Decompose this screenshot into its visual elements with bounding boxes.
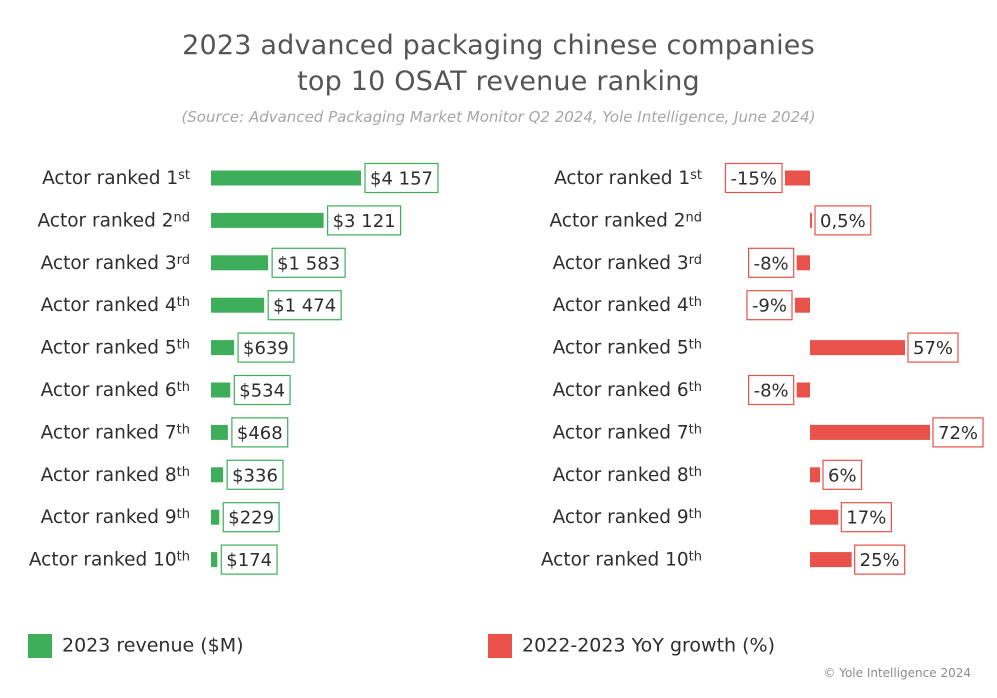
revenue-data-label: $336 (232, 465, 278, 486)
growth-bar (810, 552, 852, 568)
growth-data-label: -15% (730, 169, 777, 190)
revenue-data-label: $534 (239, 381, 285, 402)
growth-category-label: Actor ranked 1st (554, 168, 702, 189)
revenue-category-label: Actor ranked 4th (41, 295, 190, 316)
growth-bar (810, 467, 820, 483)
growth-data-label-box (840, 502, 892, 533)
revenue-data-label: $174 (226, 550, 272, 571)
growth-data-label-box (932, 417, 984, 448)
revenue-category-label: Actor ranked 1st (42, 168, 190, 189)
revenue-data-label: $4 157 (370, 169, 433, 190)
growth-data-label: 6% (828, 465, 857, 486)
growth-data-label: 0,5% (820, 211, 866, 232)
revenue-data-label-box (327, 205, 402, 236)
revenue-category-label: Actor ranked 3rd (41, 253, 190, 274)
legend-revenue-label: 2023 revenue ($M) (62, 634, 244, 657)
revenue-data-label-box (226, 459, 284, 490)
chart-title-line2: top 10 OSAT revenue ranking (297, 66, 700, 97)
growth-data-label-box (724, 162, 783, 194)
revenue-bar (211, 509, 220, 525)
growth-bar (795, 297, 810, 313)
growth-category-label: Actor ranked 10th (541, 549, 702, 570)
revenue-data-label: $468 (237, 423, 283, 444)
revenue-data-label: $639 (243, 338, 289, 359)
growth-data-label: 57% (913, 338, 953, 359)
revenue-bar (211, 424, 228, 440)
revenue-bar (211, 170, 361, 186)
revenue-category-label: Actor ranked 2nd (37, 210, 190, 231)
legend-growth-swatch (488, 634, 512, 658)
revenue-data-label-box (233, 374, 291, 406)
revenue-category-label: Actor ranked 10th (29, 549, 190, 570)
revenue-category-label: Actor ranked 9th (41, 507, 190, 528)
revenue-category-label: Actor ranked 8th (41, 465, 190, 486)
revenue-category-label: Actor ranked 7th (41, 422, 190, 443)
revenue-category-label: Actor ranked 5th (41, 337, 190, 358)
growth-category-label: Actor ranked 9th (553, 507, 702, 528)
legend-revenue: 2023 revenue ($M) (28, 634, 244, 658)
revenue-bar (211, 297, 265, 313)
revenue-data-label: $229 (228, 508, 274, 529)
growth-bar (796, 382, 810, 398)
legend-growth: 2022-2023 YoY growth (%) (488, 634, 775, 658)
revenue-data-label-box (222, 502, 280, 533)
revenue-bar (211, 255, 269, 271)
revenue-data-label: $1 474 (273, 296, 336, 317)
growth-data-label-box (746, 290, 793, 321)
growth-category-label: Actor ranked 4th (553, 295, 702, 316)
revenue-data-label-box (267, 290, 342, 321)
revenue-bar (211, 382, 231, 398)
growth-data-label: 17% (846, 508, 886, 529)
legend-growth-label: 2022-2023 YoY growth (%) (522, 634, 775, 657)
growth-category-label: Actor ranked 5th (553, 337, 702, 358)
growth-bar (785, 170, 810, 186)
legend-revenue-swatch (28, 634, 52, 658)
growth-data-label: 72% (938, 423, 978, 444)
growth-category-label: Actor ranked 7th (553, 422, 702, 443)
growth-data-label-box (822, 459, 863, 490)
growth-data-label-box (748, 374, 795, 406)
chart-subtitle: (Source: Advanced Packaging Market Monit… (181, 108, 816, 126)
growth-data-label: -9% (752, 296, 787, 317)
revenue-data-label: $1 583 (277, 253, 340, 274)
growth-category-label: Actor ranked 2nd (549, 210, 702, 231)
revenue-data-label-box (364, 162, 439, 194)
revenue-bar (211, 212, 324, 228)
revenue-bar (211, 340, 235, 356)
chart-title-line1: 2023 advanced packaging chinese companie… (182, 30, 815, 61)
growth-bar (810, 424, 930, 440)
growth-data-label: -8% (754, 253, 789, 274)
revenue-data-label: $3 121 (333, 211, 396, 232)
revenue-category-label: Actor ranked 6th (41, 380, 190, 401)
revenue-bar (211, 467, 224, 483)
revenue-bar (211, 552, 218, 568)
revenue-data-label-box (271, 247, 346, 278)
revenue-data-label-box (237, 332, 295, 363)
growth-data-label: 25% (860, 550, 900, 571)
revenue-data-label-box (231, 417, 289, 448)
growth-data-label-box (748, 247, 795, 278)
copyright-notice: © Yole Intelligence 2024 (823, 666, 971, 680)
growth-bar (810, 509, 839, 525)
revenue-data-label-box (220, 544, 278, 575)
growth-data-label-box (814, 205, 872, 236)
growth-data-label: -8% (754, 381, 789, 402)
growth-bar (810, 212, 812, 228)
growth-bar (796, 255, 810, 271)
growth-data-label-box (907, 332, 959, 363)
growth-bar (810, 340, 905, 356)
growth-category-label: Actor ranked 6th (553, 380, 702, 401)
growth-category-label: Actor ranked 8th (553, 465, 702, 486)
growth-data-label-box (854, 544, 906, 575)
growth-category-label: Actor ranked 3rd (553, 253, 702, 274)
